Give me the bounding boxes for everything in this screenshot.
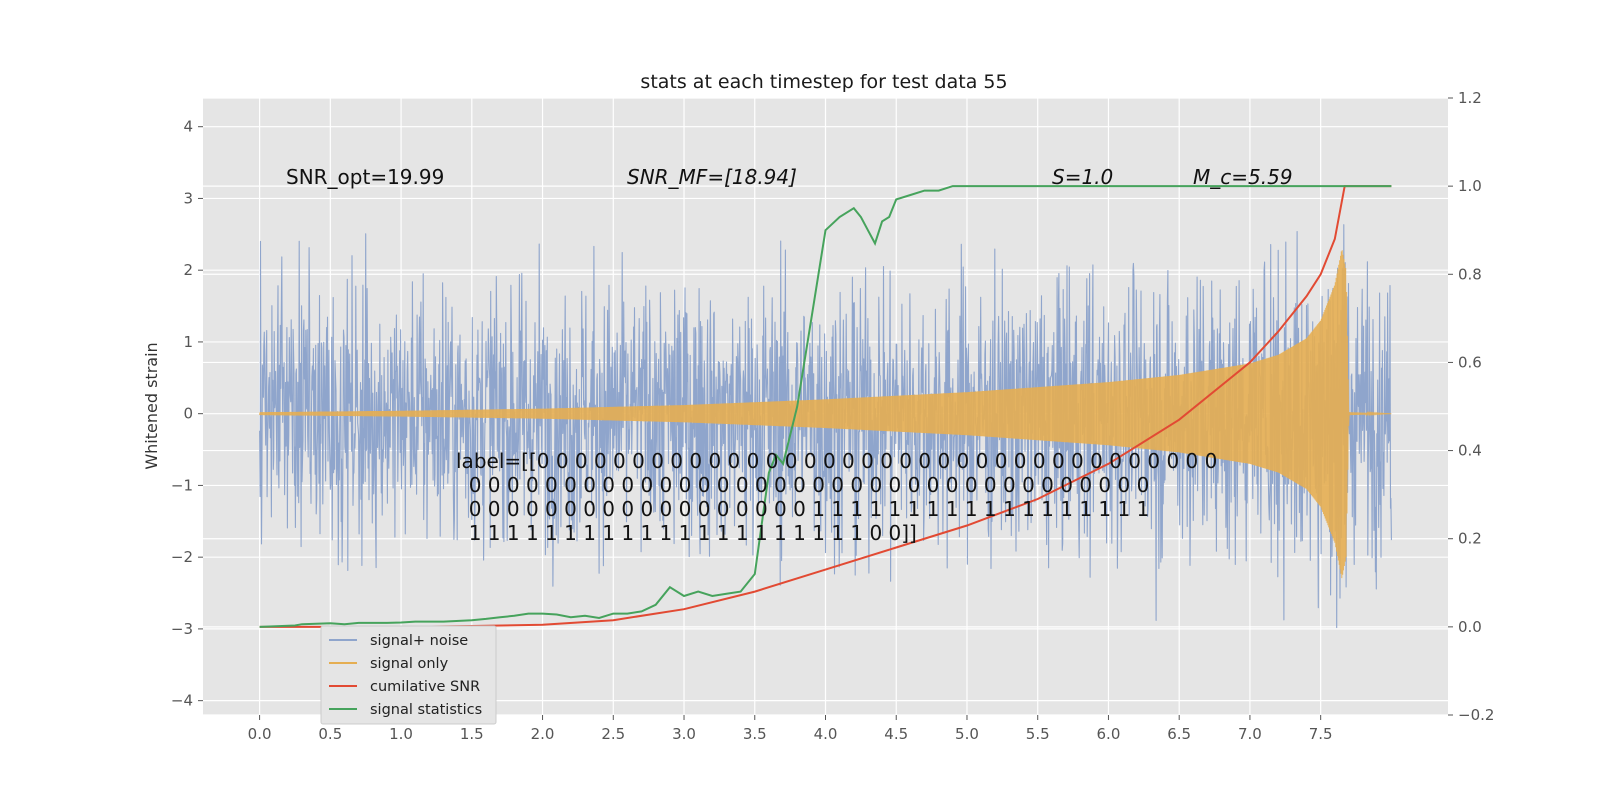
- y-tick-label-0: 4: [183, 118, 193, 136]
- y-right-tick-label-6: 0.0: [1458, 618, 1482, 636]
- y-axis-label: Whitened strain: [142, 342, 161, 469]
- x-tick-label-11: 5.5: [1026, 725, 1050, 743]
- y-right-tick-label-2: 0.8: [1458, 265, 1482, 283]
- annotations: SNR_opt=19.99 SNR_MF=[18.94] S=1.0 M_c=5…: [286, 165, 1293, 189]
- y-axis-right-ticks: 1.2 1.0 0.8 0.6 0.4 0.2 0.0 −0.2: [1448, 89, 1494, 724]
- label-line-3: 0 0 0 0 0 0 0 0 0 0 0 0 0 0 0 0 0 0 1 1 …: [456, 497, 1149, 521]
- legend-label-signal-noise: signal+ noise: [370, 633, 468, 649]
- y-right-tick-label-4: 0.4: [1458, 442, 1482, 460]
- y-right-tick-label-5: 0.2: [1458, 530, 1482, 548]
- y-right-tick-label-1: 1.0: [1458, 177, 1482, 195]
- label-line-1: label=[[0 0 0 0 0 0 0 0 0 0 0 0 0 0 0 0 …: [456, 449, 1217, 473]
- x-tick-label-3: 1.5: [460, 725, 484, 743]
- legend: signal+ noise signal only cumilative SNR…: [320, 625, 497, 725]
- x-tick-label-2: 1.0: [389, 725, 413, 743]
- x-tick-label-13: 6.5: [1167, 725, 1191, 743]
- legend-label-signal-statistics: signal statistics: [370, 702, 482, 718]
- legend-label-cumulative-snr: cumilative SNR: [370, 679, 480, 695]
- x-tick-label-0: 0.0: [248, 725, 272, 743]
- series-cumulative-snr-line: [259, 185, 1392, 628]
- y-axis-ticks: 4 3 2 1 0 −1 −2 −3 −4: [171, 118, 203, 710]
- x-tick-label-7: 3.5: [743, 725, 767, 743]
- x-tick-label-15: 7.5: [1309, 725, 1333, 743]
- x-tick-label-10: 5.0: [955, 725, 979, 743]
- y-tick-label-3: 1: [183, 333, 193, 351]
- y-tick-label-7: −3: [171, 620, 193, 638]
- y-tick-label-4: 0: [183, 405, 193, 423]
- chart-title: stats at each timestep for test data 55: [640, 71, 1007, 93]
- label-line-2: 0 0 0 0 0 0 0 0 0 0 0 0 0 0 0 0 0 0 0 0 …: [456, 473, 1149, 497]
- x-tick-label-4: 2.0: [531, 725, 555, 743]
- y-tick-label-8: −4: [171, 692, 193, 710]
- series-signal-statistics-line: [259, 185, 1392, 628]
- annotation-snr-mf: SNR_MF=[18.94]: [627, 165, 797, 189]
- x-tick-label-6: 3.0: [672, 725, 696, 743]
- x-tick-label-1: 0.5: [318, 725, 342, 743]
- annotation-mc: M_c=5.59: [1193, 165, 1293, 189]
- x-tick-label-12: 6.0: [1097, 725, 1121, 743]
- y-tick-label-1: 3: [183, 189, 193, 207]
- y-right-tick-label-0: 1.2: [1458, 89, 1482, 107]
- series-signal-noise-line: [259, 224, 1392, 629]
- x-axis-ticks: 0.0 0.5 1.0 1.5 2.0 2.5 3.0 3.5 4.0 4.5 5.0 5.5 6.0 6…: [248, 715, 1333, 743]
- y-tick-label-2: 2: [183, 261, 193, 279]
- label-array-text: label=[[0 0 0 0 0 0 0 0 0 0 0 0 0 0 0 0 …: [456, 449, 1217, 545]
- annotation-snr-opt: SNR_opt=19.99: [286, 165, 444, 189]
- y-right-tick-label-7: −0.2: [1458, 706, 1494, 724]
- legend-label-signal-only: signal only: [370, 656, 449, 672]
- x-tick-label-9: 4.5: [884, 725, 908, 743]
- x-tick-label-8: 4.0: [814, 725, 838, 743]
- series-layer: [259, 185, 1392, 629]
- x-tick-label-5: 2.5: [601, 725, 625, 743]
- x-tick-label-14: 7.0: [1238, 725, 1262, 743]
- legend-box: [320, 625, 497, 725]
- y-tick-label-5: −1: [171, 476, 193, 494]
- y-right-tick-label-3: 0.6: [1458, 353, 1482, 371]
- label-line-4: 1 1 1 1 1 1 1 1 1 1 1 1 1 1 1 1 1 1 1 1 …: [456, 521, 917, 545]
- annotation-s: S=1.0: [1052, 165, 1113, 189]
- y-tick-label-6: −2: [171, 548, 193, 566]
